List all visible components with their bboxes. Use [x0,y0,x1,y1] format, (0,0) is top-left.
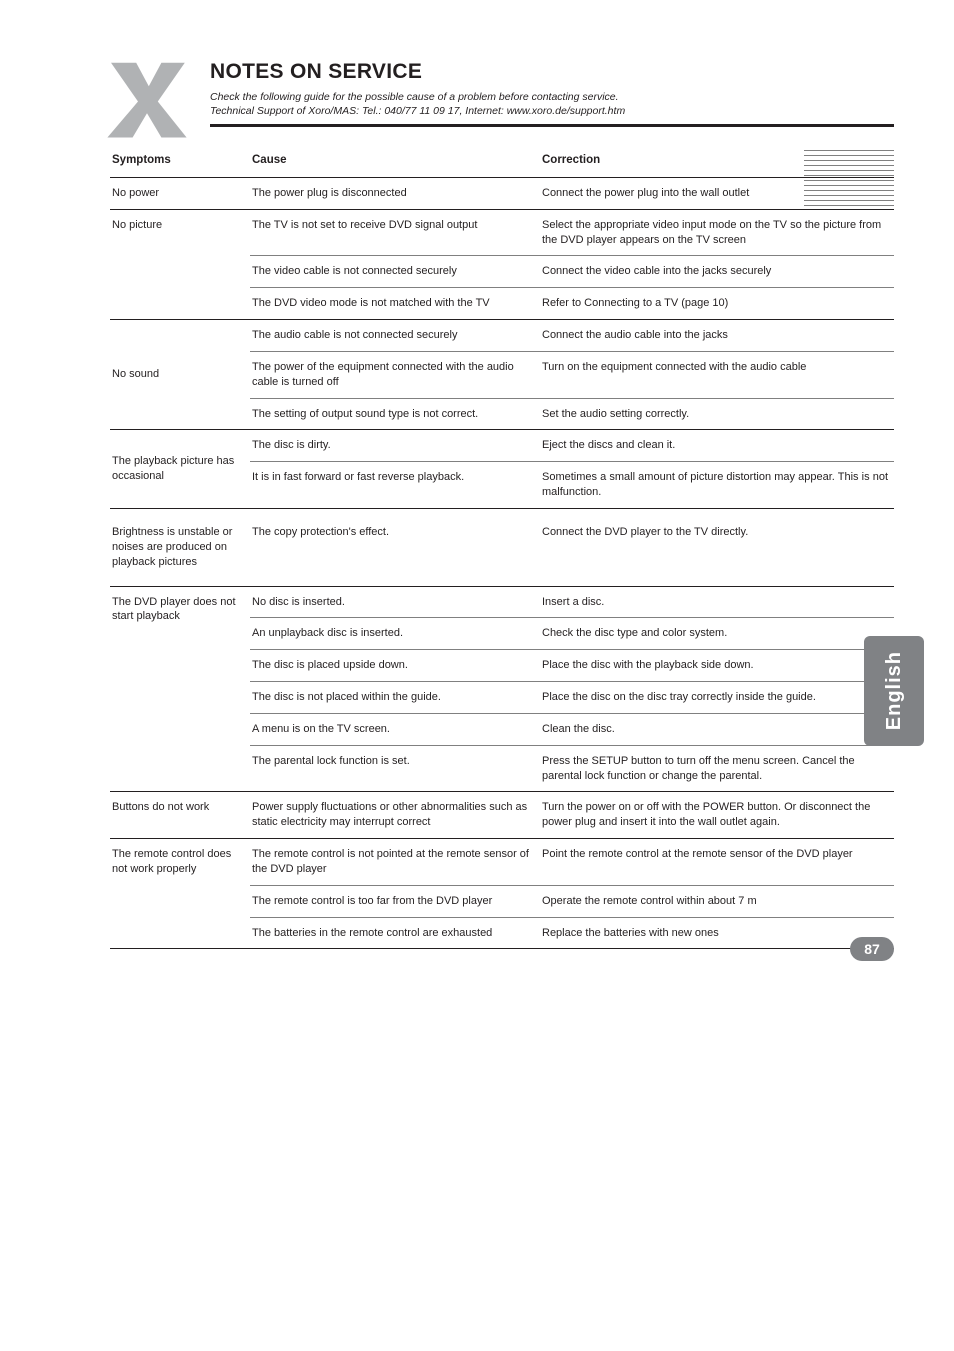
table-row: No sound The audio cable is not connecte… [110,320,894,352]
page-number: 87 [864,941,880,957]
cause-cell: The setting of output sound type is not … [250,398,540,430]
language-tab-label: English [883,651,906,730]
cause-cell: The TV is not set to receive DVD signal … [250,209,540,256]
cause-cell: The parental lock function is set. [250,745,540,792]
cause-cell: The disc is placed upside down. [250,650,540,682]
cause-cell: The copy protection's effect. [250,508,540,586]
correction-cell: Operate the remote control within about … [540,885,894,917]
correction-cell: Turn the power on or off with the POWER … [540,792,894,839]
correction-cell: Connect the video cable into the jacks s… [540,256,894,288]
table-row: The remote control does not work properl… [110,839,894,886]
correction-cell: Point the remote control at the remote s… [540,839,894,886]
correction-cell: Connect the audio cable into the jacks [540,320,894,352]
correction-cell: Refer to Connecting to a TV (page 10) [540,288,894,320]
cause-cell: The remote control is too far from the D… [250,885,540,917]
correction-cell: Sometimes a small amount of picture dist… [540,462,894,509]
cause-cell: An unplayback disc is inserted. [250,618,540,650]
cause-cell: The DVD video mode is not matched with t… [250,288,540,320]
symptom-cell: No picture [110,209,250,319]
cause-cell: The batteries in the remote control are … [250,917,540,949]
cause-cell: The power plug is disconnected [250,177,540,209]
cause-cell: Power supply fluctuations or other abnor… [250,792,540,839]
cause-cell: It is in fast forward or fast reverse pl… [250,462,540,509]
page-title: NOTES ON SERVICE [210,60,894,84]
correction-cell: Eject the discs and clean it. [540,430,894,462]
cause-cell: A menu is on the TV screen. [250,713,540,745]
symptom-cell: The DVD player does not start playback [110,586,250,792]
table-row: No power The power plug is disconnected … [110,177,894,209]
correction-cell: Clean the disc. [540,713,894,745]
table-row: The DVD player does not start playback N… [110,586,894,618]
correction-cell: Set the audio setting correctly. [540,398,894,430]
table-row: The playback picture has occasional The … [110,430,894,462]
symptom-cell: Buttons do not work [110,792,250,839]
troubleshooting-table-wrap: Symptoms Cause Correction No power The p… [110,145,894,949]
cause-cell: The remote control is not pointed at the… [250,839,540,886]
col-symptoms: Symptoms [110,145,250,177]
decorative-rule-lines [804,150,894,210]
cause-cell: The disc is dirty. [250,430,540,462]
cause-cell: The audio cable is not connected securel… [250,320,540,352]
correction-cell: Replace the batteries with new ones [540,917,894,949]
symptom-cell: No power [110,177,250,209]
table-row: Brightness is unstable or noises are pro… [110,508,894,586]
cause-cell: The power of the equipment connected wit… [250,351,540,398]
cause-cell: The video cable is not connected securel… [250,256,540,288]
troubleshooting-table: Symptoms Cause Correction No power The p… [110,145,894,949]
symptom-cell: No sound [110,320,250,430]
table-row: Buttons do not work Power supply fluctua… [110,792,894,839]
correction-cell: Connect the DVD player to the TV directl… [540,508,894,586]
correction-cell: Press the SETUP button to turn off the m… [540,745,894,792]
table-row: No picture The TV is not set to receive … [110,209,894,256]
symptom-cell: The playback picture has occasional [110,430,250,509]
symptom-cell: The remote control does not work properl… [110,839,250,949]
cause-cell: No disc is inserted. [250,586,540,618]
correction-cell: Place the disc with the playback side do… [540,650,894,682]
symptom-cell: Brightness is unstable or noises are pro… [110,508,250,586]
correction-cell: Check the disc type and color system. [540,618,894,650]
cause-cell: The disc is not placed within the guide. [250,682,540,714]
col-cause: Cause [250,145,540,177]
brand-x-icon [102,52,192,142]
page-header: NOTES ON SERVICE Check the following gui… [110,60,894,127]
page-number-badge: 87 [850,937,894,961]
correction-cell: Insert a disc. [540,586,894,618]
correction-cell: Place the disc on the disc tray correctl… [540,682,894,714]
page-subtitle: Check the following guide for the possib… [210,90,894,127]
correction-cell: Select the appropriate video input mode … [540,209,894,256]
correction-cell: Turn on the equipment connected with the… [540,351,894,398]
language-tab: English [864,636,924,746]
table-header-row: Symptoms Cause Correction [110,145,894,177]
